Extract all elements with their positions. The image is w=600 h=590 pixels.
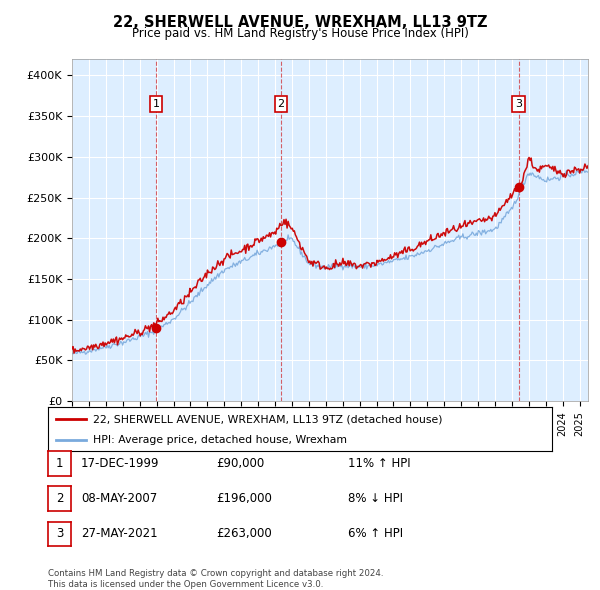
Text: Price paid vs. HM Land Registry's House Price Index (HPI): Price paid vs. HM Land Registry's House … — [131, 27, 469, 40]
Text: 1: 1 — [152, 99, 160, 109]
Text: £263,000: £263,000 — [216, 527, 272, 540]
Text: 17-DEC-1999: 17-DEC-1999 — [81, 457, 160, 470]
Text: 3: 3 — [515, 99, 522, 109]
Text: 2: 2 — [56, 492, 63, 505]
Text: This data is licensed under the Open Government Licence v3.0.: This data is licensed under the Open Gov… — [48, 579, 323, 589]
Text: £90,000: £90,000 — [216, 457, 264, 470]
Text: HPI: Average price, detached house, Wrexham: HPI: Average price, detached house, Wrex… — [94, 435, 347, 445]
Text: 8% ↓ HPI: 8% ↓ HPI — [348, 492, 403, 505]
Text: 22, SHERWELL AVENUE, WREXHAM, LL13 9TZ (detached house): 22, SHERWELL AVENUE, WREXHAM, LL13 9TZ (… — [94, 415, 443, 424]
Text: 11% ↑ HPI: 11% ↑ HPI — [348, 457, 410, 470]
Text: Contains HM Land Registry data © Crown copyright and database right 2024.: Contains HM Land Registry data © Crown c… — [48, 569, 383, 578]
Text: 27-MAY-2021: 27-MAY-2021 — [81, 527, 158, 540]
Text: 08-MAY-2007: 08-MAY-2007 — [81, 492, 157, 505]
Text: 6% ↑ HPI: 6% ↑ HPI — [348, 527, 403, 540]
Text: 22, SHERWELL AVENUE, WREXHAM, LL13 9TZ: 22, SHERWELL AVENUE, WREXHAM, LL13 9TZ — [113, 15, 487, 30]
Text: £196,000: £196,000 — [216, 492, 272, 505]
Text: 1: 1 — [56, 457, 63, 470]
Text: 2: 2 — [277, 99, 284, 109]
Text: 3: 3 — [56, 527, 63, 540]
